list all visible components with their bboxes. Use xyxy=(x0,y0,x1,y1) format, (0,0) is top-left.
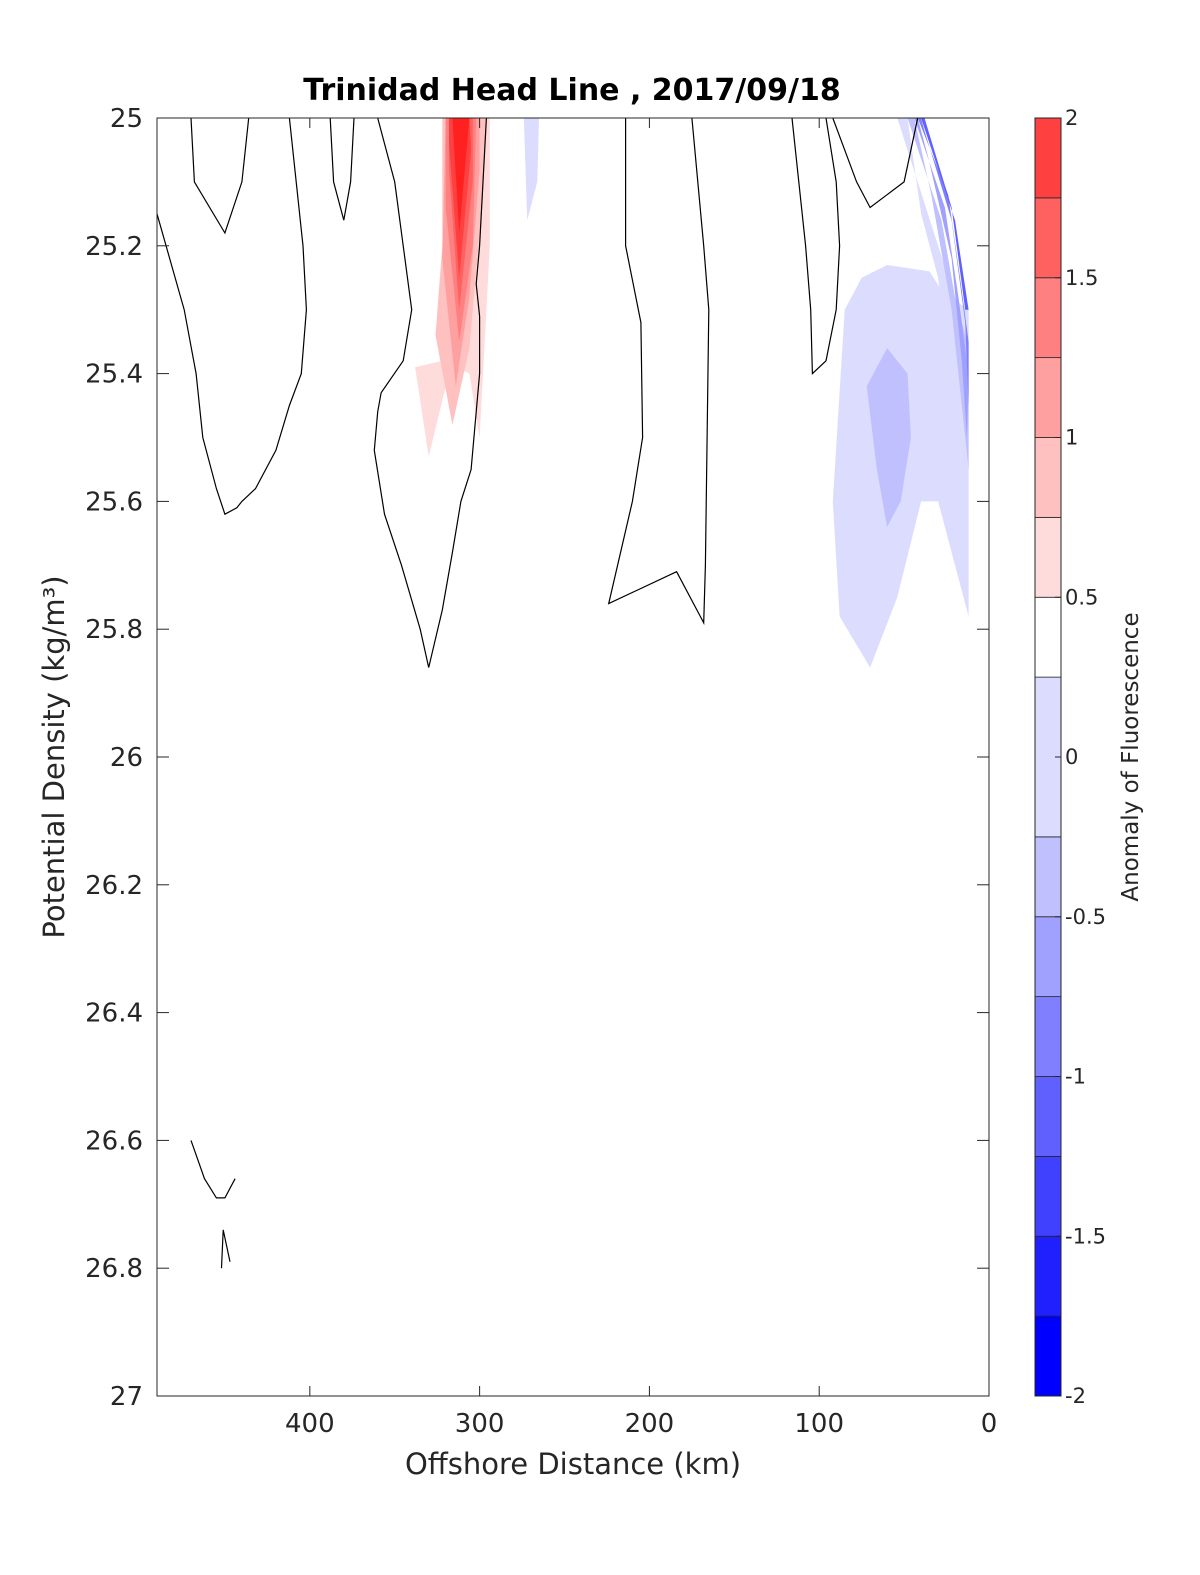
colorbar-segment xyxy=(1034,437,1062,518)
y-tick-label: 25.4 xyxy=(85,360,143,390)
contour-line-4 xyxy=(607,117,710,626)
contour-line-2 xyxy=(329,117,355,221)
y-tick-label: 26.8 xyxy=(85,1254,143,1284)
contour-line-1 xyxy=(190,117,250,235)
colorbar-segment xyxy=(1034,516,1062,598)
colorbar-label: Anomaly of Fluorescence xyxy=(1118,612,1144,901)
x-tick-label: 200 xyxy=(625,1409,675,1439)
colorbar-segment xyxy=(1034,596,1062,678)
filled-region-6 xyxy=(452,118,470,233)
colorbar-tick-label: -1.5 xyxy=(1065,1224,1106,1248)
zero-contour-lines xyxy=(156,117,919,1269)
colorbar-tick-label: 1 xyxy=(1065,426,1078,450)
y-axis-label: Potential Density (kg/m³) xyxy=(37,575,71,938)
colorbar-segment xyxy=(1034,357,1062,438)
x-tick-label: 300 xyxy=(455,1409,505,1439)
colorbar-segment xyxy=(1034,1235,1062,1317)
colorbar-tick-label: -2 xyxy=(1065,1384,1086,1408)
y-tick-label: 25.2 xyxy=(85,232,143,262)
colorbar-segment xyxy=(1034,1076,1062,1157)
filled-region-14 xyxy=(921,118,969,310)
filled-region-9 xyxy=(866,348,911,527)
contour-line-7 xyxy=(190,1140,236,1199)
y-tick-label: 27 xyxy=(110,1382,143,1412)
colorbar-tick-label: 2 xyxy=(1065,106,1078,130)
y-tick-label: 25.6 xyxy=(85,487,143,517)
x-tick-label: 100 xyxy=(794,1409,844,1439)
colorbar-segment xyxy=(1034,836,1062,918)
y-tick-label: 26.6 xyxy=(85,1126,143,1156)
filled-contours xyxy=(415,118,969,668)
filled-region-7 xyxy=(523,118,539,221)
colorbar: -2 -1.5 -1 -0.5 0 0.5 1 1.5 2 xyxy=(1034,106,1106,1408)
y-tick-label: 26.4 xyxy=(85,999,143,1029)
colorbar-segment xyxy=(1034,996,1062,1077)
colorbar-tick-label: 0.5 xyxy=(1065,585,1098,609)
colorbar-tick-label: -1 xyxy=(1065,1065,1086,1089)
contour-line-3 xyxy=(373,117,487,668)
y-tick-label: 25 xyxy=(110,104,143,134)
contour-line-5 xyxy=(791,117,841,375)
x-axis-ticks: 400 300 200 100 0 xyxy=(285,118,997,1439)
y-tick-label: 26 xyxy=(110,743,143,773)
y-tick-label: 25.8 xyxy=(85,615,143,645)
x-axis-label: Offshore Distance (km) xyxy=(405,1447,741,1481)
colorbar-tick-label: 0 xyxy=(1065,745,1078,769)
contour-line-0 xyxy=(156,117,308,516)
x-tick-label: 0 xyxy=(981,1409,998,1439)
colorbar-segment xyxy=(1034,1315,1062,1397)
contour-line-6 xyxy=(832,117,919,209)
colorbar-segment xyxy=(1034,916,1062,998)
y-axis-ticks: 25 25.2 25.4 25.6 25.8 26 26.2 26.4 26.6 26.8 27 xyxy=(85,104,989,1412)
colorbar-tick-label: 1.5 xyxy=(1065,266,1098,290)
colorbar-segment xyxy=(1034,197,1062,279)
chart-title: Trinidad Head Line , 2017/09/18 xyxy=(303,73,840,108)
colorbar-segment xyxy=(1034,1155,1062,1237)
colorbar-segment xyxy=(1034,277,1062,359)
y-tick-label: 26.2 xyxy=(85,871,143,901)
contour-line-8 xyxy=(220,1229,231,1269)
x-tick-label: 400 xyxy=(285,1409,335,1439)
colorbar-segment xyxy=(1034,117,1062,199)
colorbar-tick-label: -0.5 xyxy=(1065,905,1106,929)
